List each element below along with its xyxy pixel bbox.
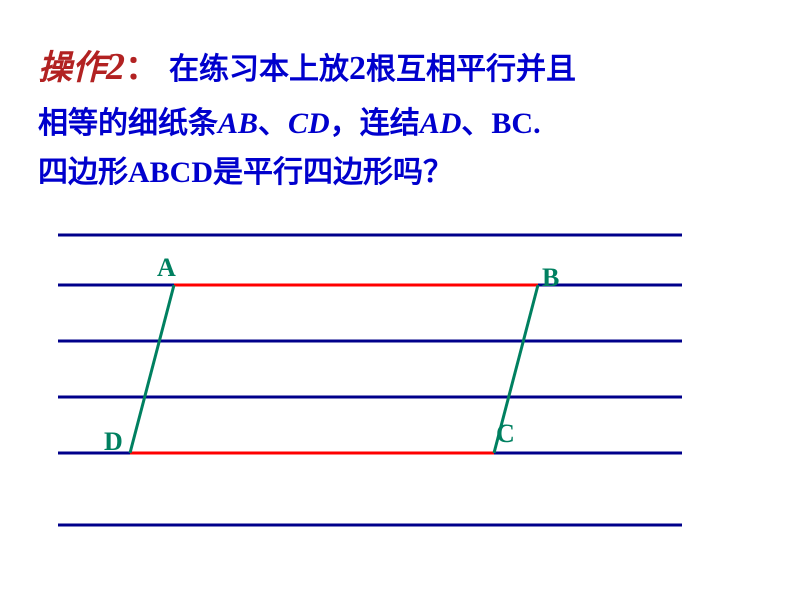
seg-cd: CD <box>288 107 330 140</box>
problem-text: 操作2：在练习本上放2根互相平行并且 相等的细纸条AB、CD，连结AD、BC. … <box>38 36 758 198</box>
vertex-d: D <box>104 427 123 457</box>
title-label: 操作 <box>38 50 106 87</box>
seg-bc: BC <box>491 107 533 140</box>
quad-abcd: ABCD <box>128 156 213 189</box>
sep1: 、 <box>258 107 288 140</box>
vertex-a: A <box>157 253 176 283</box>
seg-ab: AB <box>218 107 258 140</box>
vertex-b: B <box>542 263 559 293</box>
period: . <box>533 107 541 140</box>
comma: ， <box>330 107 360 140</box>
body-2a: 相等的细纸条 <box>38 107 218 140</box>
diagram: A B C D <box>40 215 700 555</box>
body-2b: 连结 <box>360 107 420 140</box>
body-num2: 2 <box>349 50 366 87</box>
body-1b: 根互相平行并且 <box>366 53 576 86</box>
title-number: 2 <box>106 46 125 88</box>
sep2: 、 <box>461 107 491 140</box>
title-colon: ： <box>125 50 159 87</box>
body-3b: 是平行四边形吗？ <box>213 156 453 189</box>
vertex-c: C <box>496 419 515 449</box>
body-1a: 在练习本上放 <box>169 53 349 86</box>
seg-ad: AD <box>420 107 462 140</box>
body-3a: 四边形 <box>38 156 128 189</box>
diagram-svg <box>40 215 700 555</box>
